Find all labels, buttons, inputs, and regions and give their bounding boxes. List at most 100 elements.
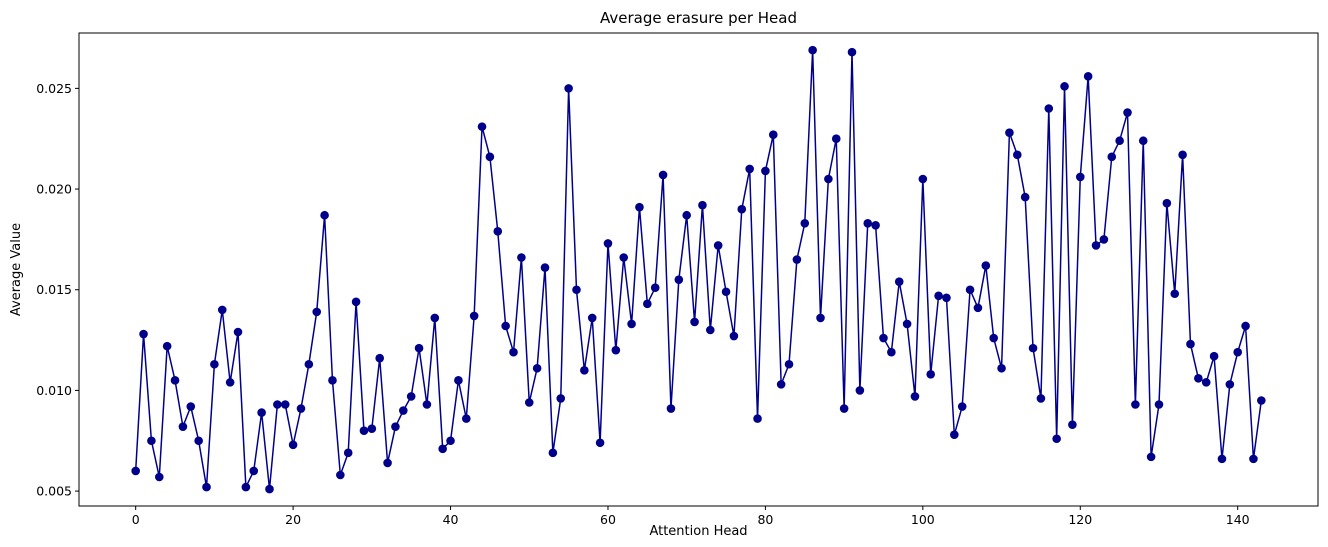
data-point [611, 345, 621, 355]
data-point [1028, 343, 1038, 353]
data-point [729, 331, 739, 341]
data-point [1186, 339, 1195, 349]
data-point [926, 370, 936, 379]
data-point [532, 363, 542, 373]
series-layer [131, 45, 1266, 494]
data-point [1083, 71, 1093, 81]
data-point [894, 277, 904, 286]
data-point [178, 422, 188, 431]
data-point [942, 293, 951, 303]
x-axis-label: Attention Head [649, 524, 747, 539]
data-point [1044, 104, 1054, 113]
data-point [627, 319, 636, 329]
data-point [1107, 152, 1117, 162]
data-point [485, 152, 495, 162]
data-point [375, 353, 385, 363]
data-point [1233, 347, 1243, 357]
x-tick-label: 140 [1226, 512, 1250, 527]
data-point [1075, 172, 1085, 182]
data-point [950, 430, 959, 440]
data-point [249, 466, 259, 476]
data-point [170, 376, 180, 385]
data-point [706, 325, 715, 335]
data-point [225, 378, 235, 387]
data-point [422, 400, 432, 409]
data-point [477, 122, 487, 131]
data-point [210, 359, 219, 369]
data-point [186, 402, 196, 411]
data-point [233, 327, 243, 337]
data-point [1225, 380, 1235, 389]
data-point [343, 448, 353, 458]
data-point [1146, 452, 1156, 462]
data-point [1091, 241, 1101, 250]
data-point [824, 174, 833, 184]
plot-area [78, 32, 1319, 507]
data-point [1257, 396, 1266, 405]
data-point [1115, 136, 1124, 146]
data-point [745, 164, 754, 174]
data-point [792, 255, 802, 264]
data-point [336, 470, 345, 480]
data-point [351, 297, 361, 307]
data-point [721, 287, 731, 297]
data-point [887, 347, 896, 357]
x-tick-label: 60 [600, 512, 616, 527]
data-point [446, 436, 455, 446]
data-point [957, 402, 967, 411]
data-point [273, 400, 282, 409]
data-point [359, 426, 369, 435]
data-point [406, 392, 416, 401]
y-tick-label: 0.020 [36, 182, 72, 197]
y-axis: 0.005 0.010 0.015 0.020 0.025 [36, 81, 79, 499]
data-point [501, 321, 510, 331]
data-point [414, 343, 424, 353]
data-point [1201, 378, 1211, 387]
data-point [217, 305, 227, 315]
data-point [619, 253, 629, 262]
plot-frame [78, 32, 1319, 507]
data-point [438, 444, 447, 454]
data-point [556, 394, 566, 403]
data-point [139, 329, 148, 339]
data-point [383, 458, 392, 468]
data-point [367, 424, 377, 433]
data-point [658, 170, 668, 180]
data-point [989, 333, 998, 343]
data-point [965, 285, 975, 295]
data-point [131, 466, 140, 476]
data-point [690, 317, 699, 327]
y-tick-label: 0.005 [36, 484, 72, 499]
data-point [194, 436, 203, 446]
data-point [1241, 321, 1250, 331]
data-point [776, 380, 786, 389]
data-point [1131, 400, 1140, 409]
x-tick-label: 0 [132, 512, 140, 527]
data-point [816, 313, 825, 323]
data-point [855, 386, 865, 395]
data-point [469, 311, 479, 321]
data-point [784, 359, 794, 369]
y-tick-label: 0.025 [36, 81, 72, 96]
data-point [399, 406, 408, 415]
data-point [1020, 192, 1030, 202]
data-point [265, 484, 274, 494]
y-tick-label: 0.010 [36, 383, 72, 398]
data-point [328, 376, 337, 385]
data-point [241, 482, 251, 492]
x-tick-label: 120 [1068, 512, 1092, 527]
data-point [871, 221, 880, 230]
chart-title: Average erasure per Head [600, 9, 797, 27]
data-point [1249, 454, 1258, 464]
x-tick-label: 100 [911, 512, 935, 527]
y-axis-label: Average Value [9, 223, 24, 316]
data-point [666, 404, 676, 413]
data-point [1217, 454, 1227, 464]
data-point [1013, 150, 1022, 160]
data-point [800, 218, 810, 228]
data-point [304, 359, 314, 369]
data-point [1154, 400, 1164, 409]
data-point [540, 263, 550, 272]
data-point [650, 283, 660, 293]
data-point [1005, 128, 1014, 137]
